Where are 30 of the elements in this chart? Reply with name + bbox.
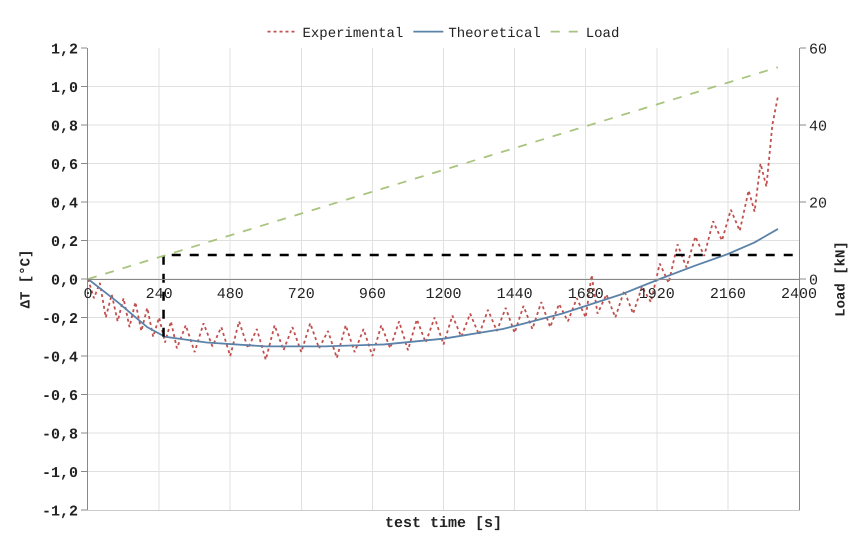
y-tick-label: -0,2 <box>42 310 78 328</box>
y-tick-label: 0,8 <box>50 118 78 136</box>
x-axis-title: test time [s] <box>384 515 502 532</box>
x-tick-label: 720 <box>288 286 315 303</box>
y-tick-label: -0,6 <box>42 388 78 405</box>
legend-label: Experimental <box>302 26 404 42</box>
y-tick-label: 1,0 <box>50 80 78 97</box>
y2-tick-label: 40 <box>809 118 828 136</box>
y-tick-label: -1,0 <box>42 464 78 482</box>
x-tick-label: 1440 <box>496 286 533 303</box>
y2-tick-label: 20 <box>809 195 828 212</box>
x-tick-label: 1680 <box>568 286 604 303</box>
y2-axis-title: Load [kN] <box>833 241 850 317</box>
y-tick-label: 0,6 <box>50 156 78 174</box>
y-tick-label: 0,4 <box>50 195 78 212</box>
legend-label: Theoretical <box>448 26 541 42</box>
x-tick-label: 480 <box>216 286 244 303</box>
x-tick-label: 2160 <box>710 286 746 303</box>
legend-label: Load <box>586 26 620 42</box>
x-tick-label: 0 <box>83 286 93 303</box>
y-tick-label: 1,2 <box>50 41 78 58</box>
y-tick-label: -0,4 <box>42 349 78 366</box>
y-tick-label: -0,8 <box>42 426 78 444</box>
y-tick-label: 0,0 <box>50 272 78 290</box>
y2-tick-label: 60 <box>809 41 828 58</box>
y-tick-label: -1,2 <box>42 503 78 520</box>
y-axis-title: ΔT [°C] <box>18 250 35 308</box>
x-tick-label: 960 <box>358 286 386 303</box>
x-tick-label: 1200 <box>425 286 462 303</box>
y-tick-label: 0,2 <box>50 234 78 251</box>
